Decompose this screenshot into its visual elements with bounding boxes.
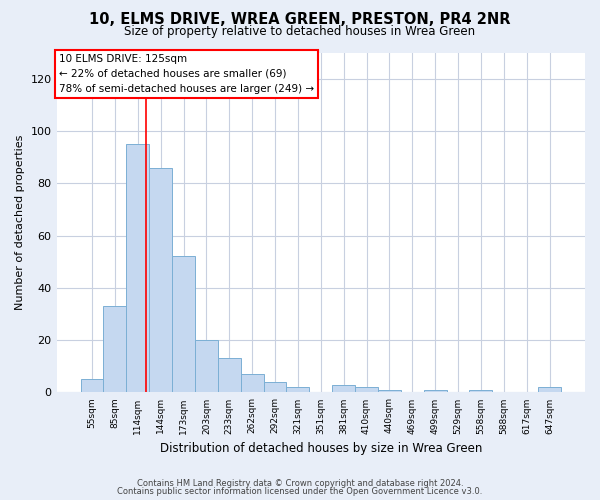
Bar [127, 144, 149, 392]
Bar [80, 380, 103, 392]
Text: 10 ELMS DRIVE: 125sqm
← 22% of detached houses are smaller (69)
78% of semi-deta: 10 ELMS DRIVE: 125sqm ← 22% of detached … [59, 54, 314, 94]
Bar [172, 256, 195, 392]
Bar [263, 382, 286, 392]
Bar [378, 390, 401, 392]
Bar [195, 340, 218, 392]
Bar [103, 306, 127, 392]
Bar [469, 390, 493, 392]
Bar [538, 387, 561, 392]
Bar [149, 168, 172, 392]
Text: Contains public sector information licensed under the Open Government Licence v3: Contains public sector information licen… [118, 487, 482, 496]
Text: 10, ELMS DRIVE, WREA GREEN, PRESTON, PR4 2NR: 10, ELMS DRIVE, WREA GREEN, PRESTON, PR4… [89, 12, 511, 28]
Text: Contains HM Land Registry data © Crown copyright and database right 2024.: Contains HM Land Registry data © Crown c… [137, 478, 463, 488]
Bar [286, 387, 310, 392]
Bar [218, 358, 241, 392]
Bar [355, 387, 378, 392]
Bar [332, 384, 355, 392]
Y-axis label: Number of detached properties: Number of detached properties [15, 135, 25, 310]
Bar [241, 374, 263, 392]
X-axis label: Distribution of detached houses by size in Wrea Green: Distribution of detached houses by size … [160, 442, 482, 455]
Bar [424, 390, 446, 392]
Text: Size of property relative to detached houses in Wrea Green: Size of property relative to detached ho… [124, 25, 476, 38]
